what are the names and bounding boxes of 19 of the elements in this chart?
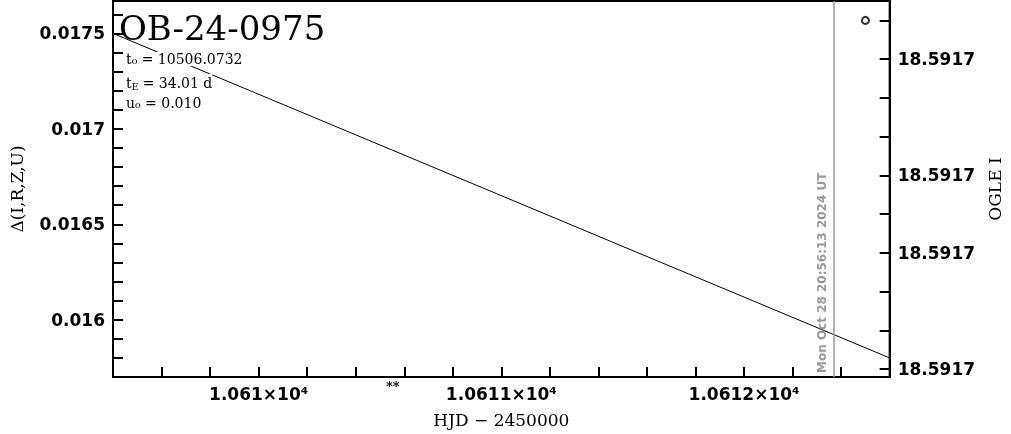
x-tick-label: 1.0611×10⁴ xyxy=(445,383,557,404)
annotation: Mon Oct 28 20:56:13 2024 UT xyxy=(815,171,830,373)
y-tick-label: 0.017 xyxy=(51,118,105,139)
x-tick-label: 1.0612×10⁴ xyxy=(688,383,800,404)
y2-tick-label: 18.5917 xyxy=(897,359,976,380)
y-tick-label: 0.0175 xyxy=(39,23,105,44)
y2-axis-title: OGLE I xyxy=(984,157,1005,221)
x-axis-title: HJD − 2450000 xyxy=(433,409,570,430)
chart-title: OB-24-0975 xyxy=(119,8,326,48)
text: ** xyxy=(386,379,400,394)
y-tick-label: 0.0165 xyxy=(39,214,105,235)
y2-tick-label: 18.5917 xyxy=(897,242,976,263)
y2-tick-label: 18.5917 xyxy=(897,165,976,186)
y2-tick-label: 18.5917 xyxy=(897,49,976,70)
y-tick-label: 0.016 xyxy=(51,309,105,330)
annotation: u₀ = 0.010 xyxy=(126,95,202,111)
annotation: t₀ = 10506.0732 xyxy=(126,51,243,67)
x-tick-label: 1.061×10⁴ xyxy=(209,383,309,404)
y-axis-title: Δ(I,R,Z,U) xyxy=(6,145,27,233)
